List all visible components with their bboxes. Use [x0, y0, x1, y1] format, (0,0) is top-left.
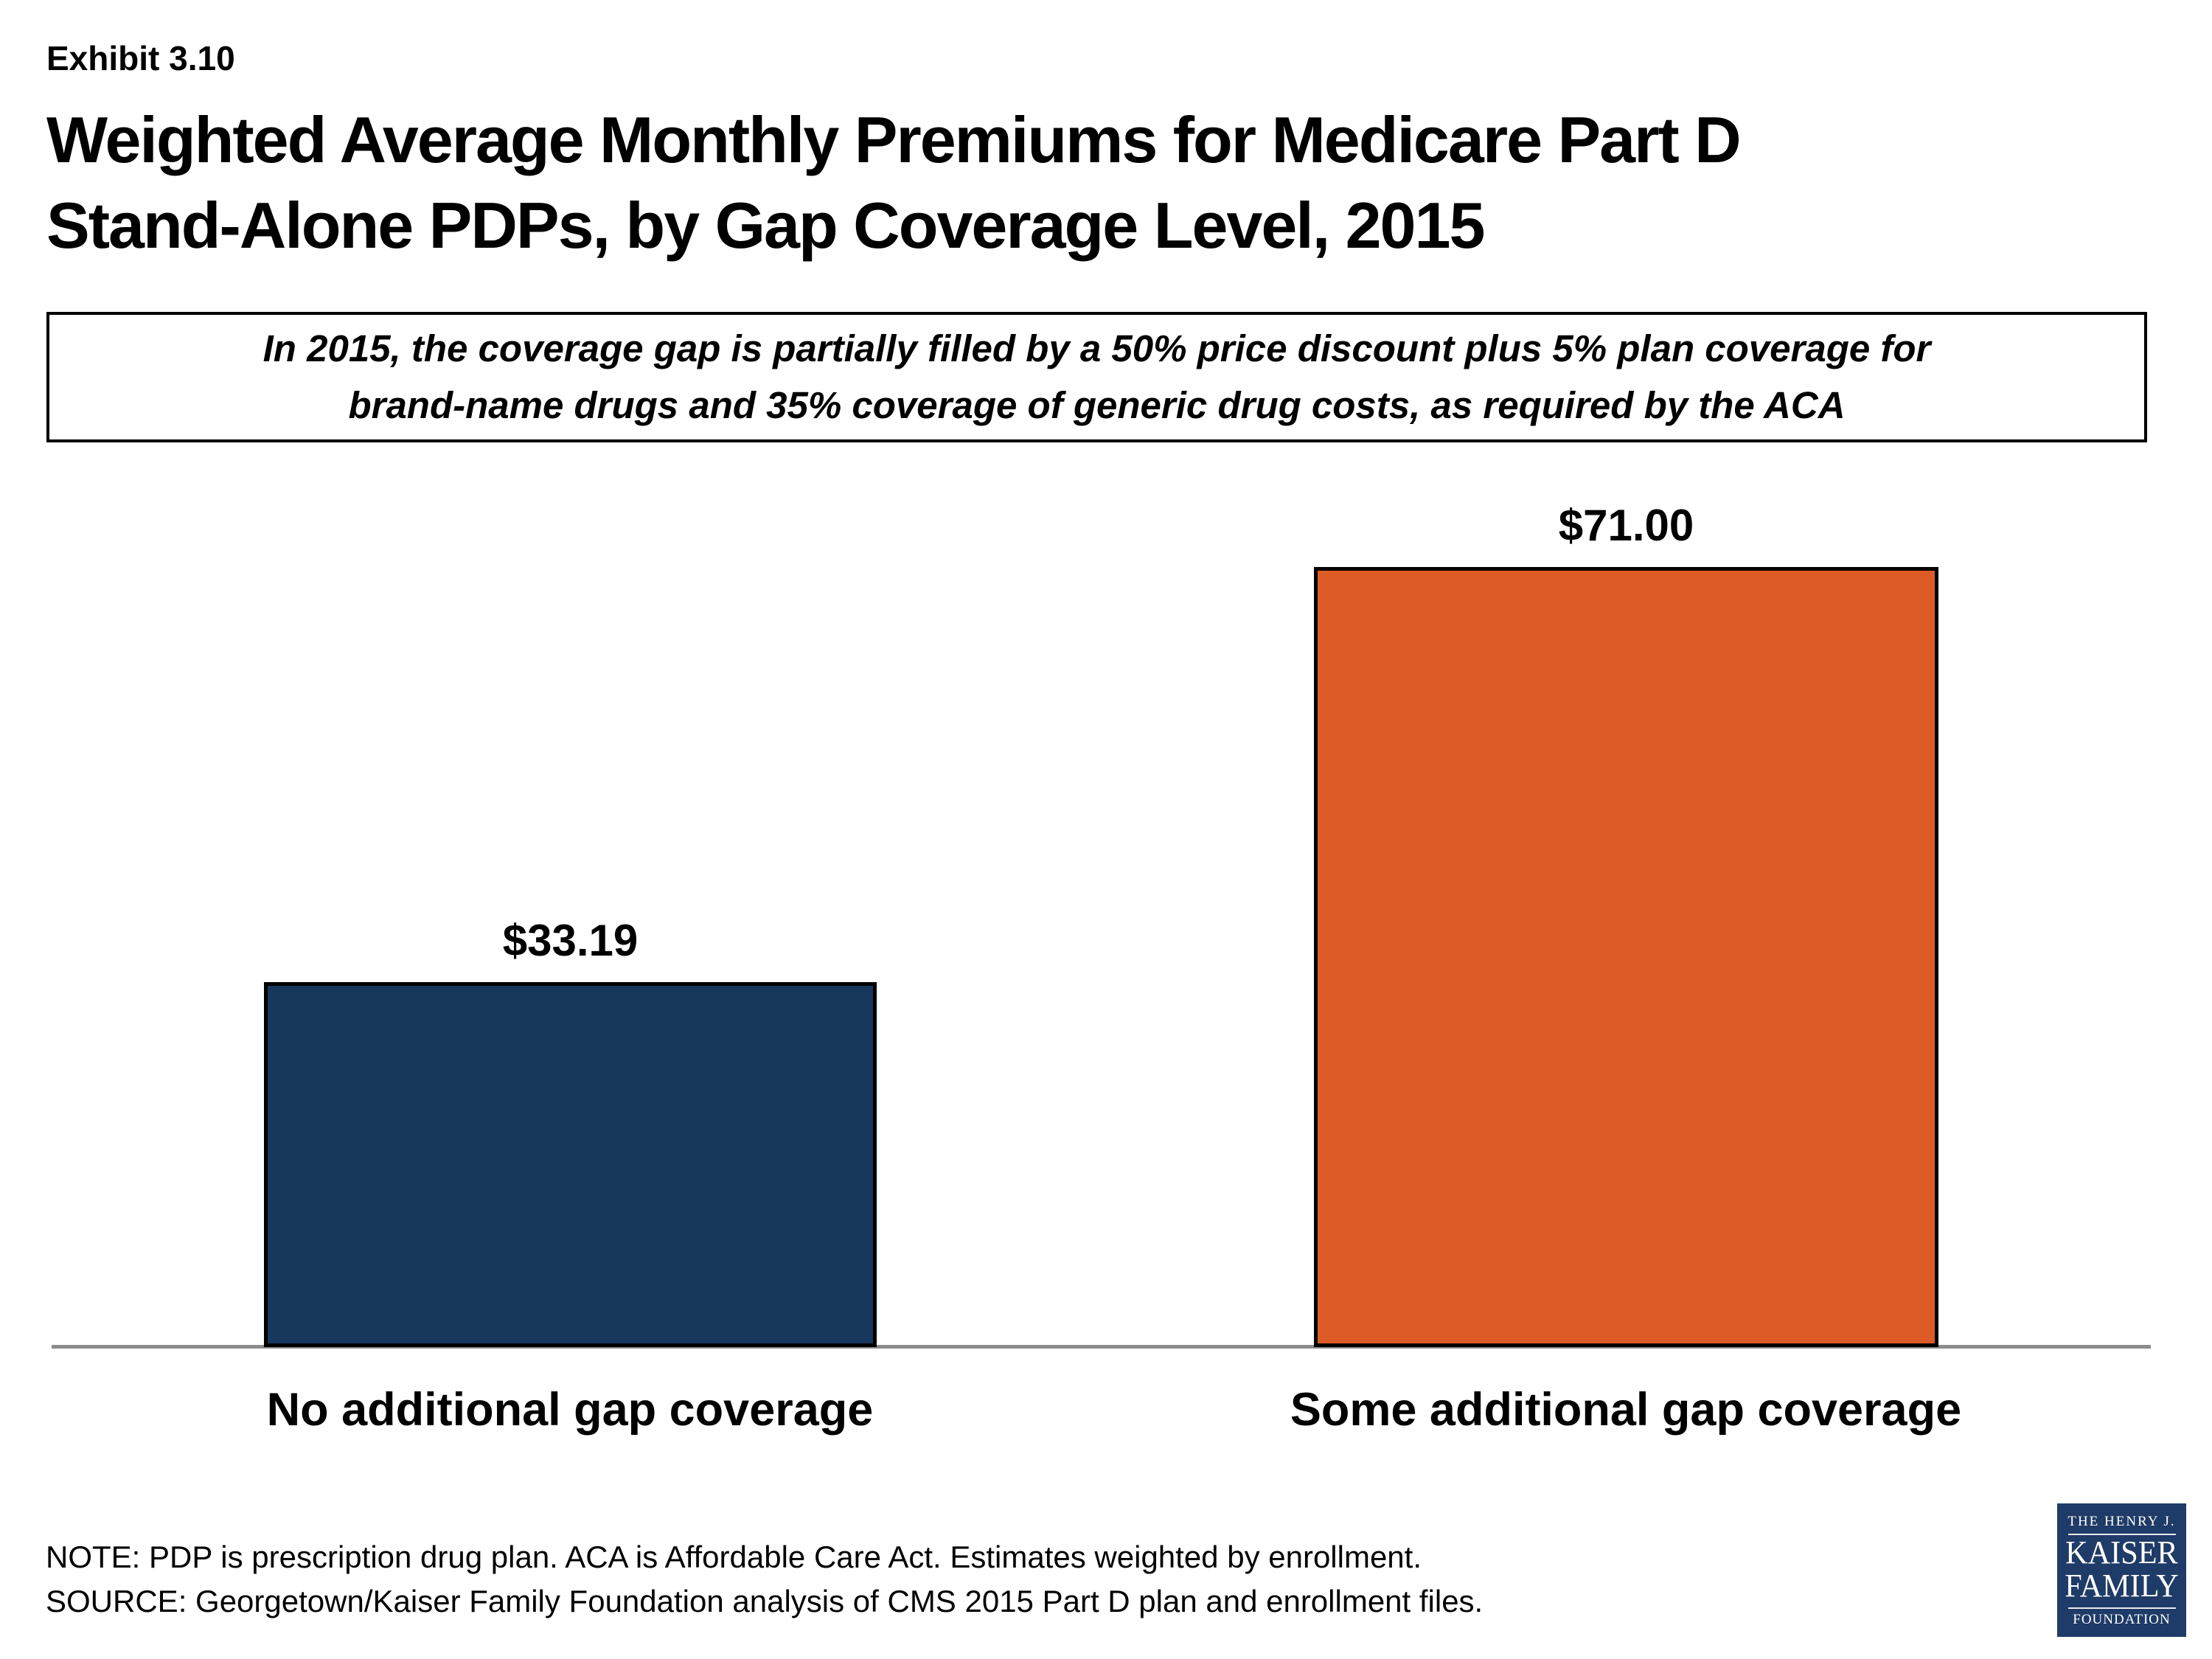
page-title: Weighted Average Monthly Premiums for Me…: [46, 97, 2155, 268]
bar-no-additional-coverage: [264, 982, 877, 1347]
callout-box: In 2015, the coverage gap is partially f…: [46, 312, 2147, 442]
bar-value-label: $71.00: [1558, 501, 1694, 550]
logo-divider: [2067, 1534, 2176, 1535]
callout-line2: brand-name drugs and 35% coverage of gen…: [348, 383, 1846, 426]
category-label-some-additional-coverage: Some additional gap coverage: [1290, 1384, 1962, 1436]
logo-divider: [2067, 1607, 2176, 1609]
logo-text-kaiser: KAISER: [2065, 1534, 2178, 1571]
logo-text-foundation: FOUNDATION: [2073, 1611, 2171, 1627]
footer-notes: NOTE: PDP is prescription drug plan. ACA…: [46, 1535, 1742, 1624]
bar-value-label: $33.19: [502, 916, 639, 965]
header: Exhibit 3.10 Weighted Average Monthly Pr…: [46, 38, 2155, 268]
category-label-no-additional-coverage: No additional gap coverage: [266, 1384, 874, 1436]
logo-text-top: THE HENRY J.: [2067, 1514, 2176, 1529]
kaiser-family-foundation-logo: THE HENRY J. KAISER FAMILY FOUNDATION: [2057, 1503, 2186, 1637]
source-text: SOURCE: Georgetown/Kaiser Family Foundat…: [46, 1584, 1484, 1619]
exhibit-number: Exhibit 3.10: [46, 39, 235, 77]
logo-text-family: FAMILY: [2065, 1567, 2179, 1604]
bar-group-some-additional-coverage: $71.00: [1314, 500, 1938, 1347]
page-title-line1: Weighted Average Monthly Premiums for Me…: [46, 103, 1742, 176]
callout-line1: In 2015, the coverage gap is partially f…: [262, 327, 1931, 369]
x-axis-baseline: [52, 1345, 2151, 1349]
page-title-line2: Stand-Alone PDPs, by Gap Coverage Level,…: [46, 189, 1485, 262]
note-text: NOTE: PDP is prescription drug plan. ACA…: [46, 1540, 1422, 1574]
bar-group-no-additional-coverage: $33.19: [264, 915, 877, 1347]
bar-some-additional-coverage: [1314, 567, 1938, 1347]
